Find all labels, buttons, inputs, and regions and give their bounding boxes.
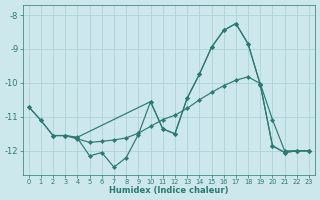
X-axis label: Humidex (Indice chaleur): Humidex (Indice chaleur) (109, 186, 228, 195)
